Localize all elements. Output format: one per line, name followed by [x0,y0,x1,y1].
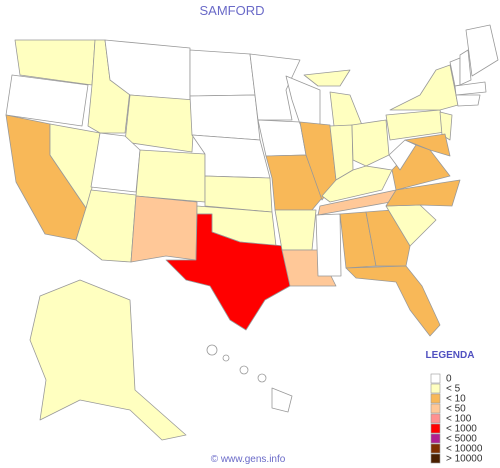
state [239,365,249,375]
state [130,195,198,263]
state [459,49,472,86]
state [454,81,487,96]
state [303,69,351,87]
legend-label: < 10 [446,394,466,405]
state [351,119,390,167]
state [385,179,461,207]
state [204,175,273,213]
legend-swatch [430,413,441,424]
legend-label: < 100 [446,414,472,425]
legend-label: < 5000 [446,434,477,445]
state [165,213,291,331]
legend-label: > 10000 [446,454,483,465]
title: SAMFORD [200,3,265,18]
legend-swatch [430,383,441,394]
state [189,94,261,141]
state [249,53,301,121]
state [439,111,453,141]
state [124,94,196,153]
state [455,94,481,107]
state [315,213,342,277]
state [321,165,393,203]
state [329,91,363,127]
legend-swatch [430,423,441,434]
state [271,387,293,413]
state [222,354,230,362]
state [5,74,89,127]
state [274,209,317,251]
state [206,344,218,356]
state [404,133,451,157]
legend-label: < 10000 [446,444,483,455]
state [29,279,187,441]
state [388,139,417,171]
legend-swatch [430,403,441,414]
state [257,119,307,157]
legend-label: 0 [446,374,452,385]
legend-swatch [430,393,441,404]
legend-label: < 1000 [446,424,477,435]
state [465,24,499,77]
legend-label: < 5 [446,384,461,395]
legend: 0< 5< 10< 50< 100< 1000< 5000< 10000> 10… [430,373,483,465]
state [135,149,206,203]
state [389,64,459,111]
legend-swatch [430,433,441,444]
state [345,265,441,337]
legend-title: LEGENDA [426,350,475,361]
legend-swatch [430,453,441,464]
legend-label: < 50 [446,404,466,415]
states [5,24,499,441]
state [189,49,256,97]
legend-swatch [430,443,441,454]
legend-swatch [430,373,441,384]
state [257,373,267,383]
footer: © www.gens.info [211,454,286,465]
